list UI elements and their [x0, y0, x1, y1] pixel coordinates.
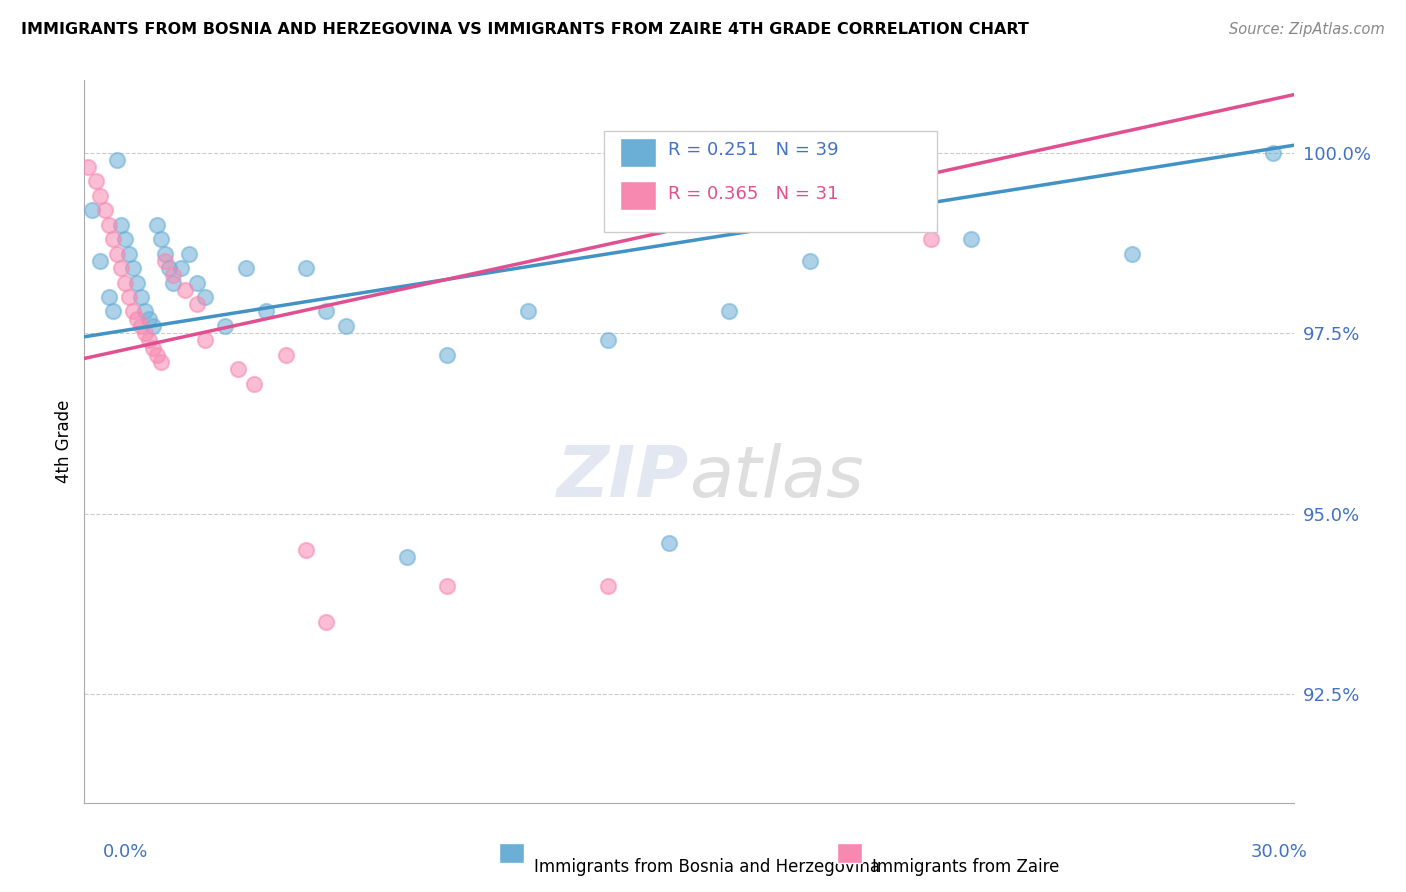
Point [105, 153, 128, 167]
Point [110, 218, 132, 232]
Text: atlas: atlas [689, 443, 863, 512]
Point [142, 318, 165, 333]
Point [138, 334, 160, 348]
Point [295, 261, 318, 276]
FancyBboxPatch shape [620, 138, 657, 167]
Point [162, 276, 184, 290]
Point [186, 276, 208, 290]
Point [162, 268, 184, 283]
Point [598, 579, 620, 593]
Point [315, 304, 337, 318]
Point [89, 189, 111, 203]
Text: Source: ZipAtlas.com: Source: ZipAtlas.com [1229, 22, 1385, 37]
FancyBboxPatch shape [605, 131, 936, 232]
Point [960, 232, 983, 246]
Point [134, 326, 156, 340]
Point [105, 246, 128, 260]
Point [97, 218, 120, 232]
Point [134, 304, 156, 318]
Point [395, 550, 418, 565]
Point [142, 341, 165, 355]
Point [186, 297, 208, 311]
Point [86, 174, 108, 188]
Text: 0.0%: 0.0% [103, 843, 148, 861]
Point [125, 276, 148, 290]
Point [295, 542, 318, 557]
Text: Immigrants from Zaire: Immigrants from Zaire [872, 858, 1059, 876]
Point [516, 304, 538, 318]
Point [125, 311, 148, 326]
Point [194, 290, 217, 304]
Point [138, 311, 160, 326]
Point [101, 304, 124, 318]
Text: IMMIGRANTS FROM BOSNIA AND HERZEGOVINA VS IMMIGRANTS FROM ZAIRE 4TH GRADE CORREL: IMMIGRANTS FROM BOSNIA AND HERZEGOVINA V… [21, 22, 1029, 37]
Point [118, 290, 141, 304]
Y-axis label: 4th Grade: 4th Grade [55, 400, 73, 483]
Point [121, 261, 143, 276]
Text: Immigrants from Bosnia and Herzegovina: Immigrants from Bosnia and Herzegovina [534, 858, 880, 876]
Point [436, 348, 458, 362]
Point [335, 318, 357, 333]
Point [315, 615, 337, 629]
Point [179, 246, 201, 260]
Point [194, 334, 217, 348]
Point [93, 203, 115, 218]
Point [235, 261, 257, 276]
Point [110, 261, 132, 276]
Point [129, 318, 152, 333]
Point [1121, 246, 1143, 260]
Point [114, 232, 136, 246]
Text: ZIP: ZIP [557, 443, 689, 512]
Point [174, 283, 197, 297]
Point [226, 362, 249, 376]
Text: R = 0.251   N = 39: R = 0.251 N = 39 [668, 141, 839, 160]
Point [149, 355, 172, 369]
Text: 30.0%: 30.0% [1251, 843, 1308, 861]
Point [77, 160, 100, 174]
Point [274, 348, 297, 362]
Point [82, 203, 104, 218]
Point [718, 304, 741, 318]
Point [658, 535, 681, 549]
Point [170, 261, 193, 276]
Point [118, 246, 141, 260]
Point [157, 261, 180, 276]
Point [114, 276, 136, 290]
Point [254, 304, 277, 318]
Point [146, 348, 169, 362]
Point [153, 253, 176, 268]
Text: R = 0.365   N = 31: R = 0.365 N = 31 [668, 185, 839, 202]
FancyBboxPatch shape [620, 181, 657, 211]
Point [121, 304, 143, 318]
Point [149, 232, 172, 246]
Point [598, 334, 620, 348]
Point [146, 218, 169, 232]
Point [214, 318, 236, 333]
Point [242, 376, 264, 391]
Point [153, 246, 176, 260]
Point [129, 290, 152, 304]
Point [799, 253, 821, 268]
Point [97, 290, 120, 304]
Point [89, 253, 111, 268]
Point [436, 579, 458, 593]
Point [101, 232, 124, 246]
Point [920, 232, 942, 246]
Point [1263, 145, 1285, 160]
